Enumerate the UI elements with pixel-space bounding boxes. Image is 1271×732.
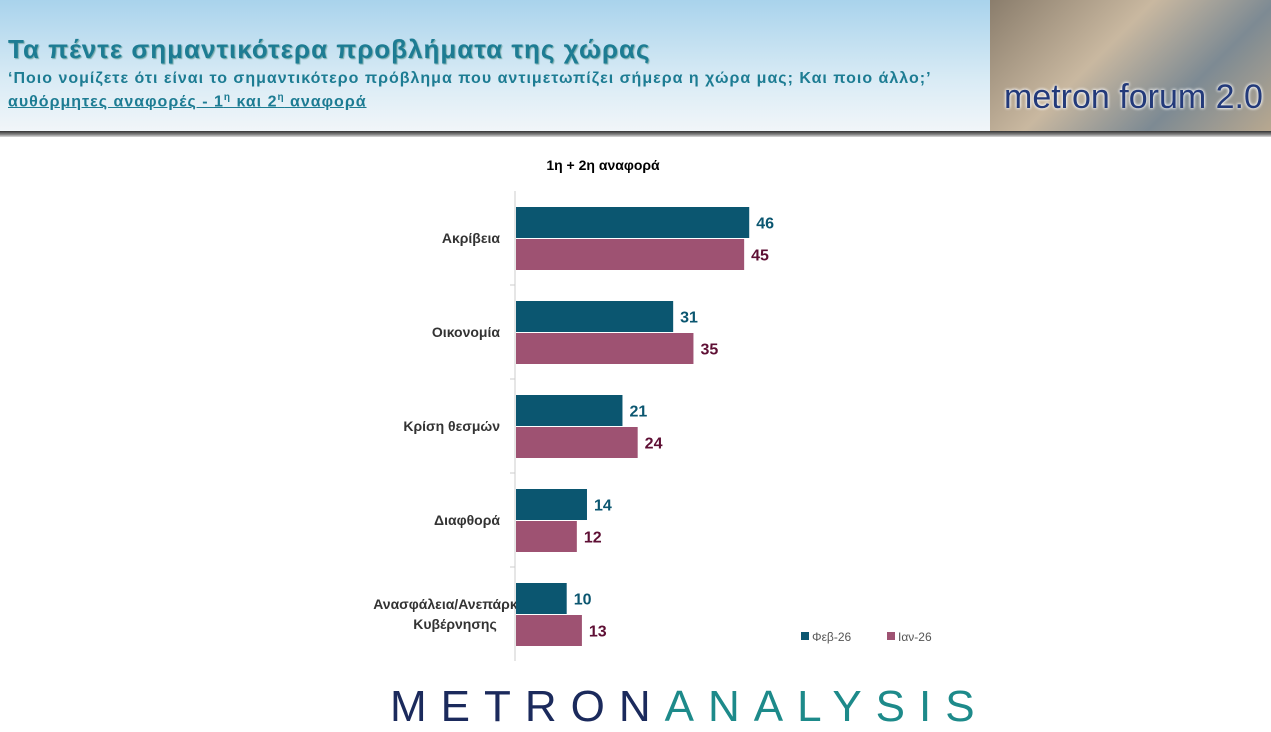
legend-swatch xyxy=(801,632,809,640)
note-1: 1 xyxy=(213,93,224,111)
note-end: αναφορά xyxy=(284,93,367,111)
data-label: 46 xyxy=(756,216,774,233)
question-text: ‘Ποιο νομίζετε ότι είναι το σημαντικότερ… xyxy=(8,70,932,87)
logo-text: metron forum 2.0 xyxy=(1004,78,1263,116)
data-label: 31 xyxy=(680,310,698,327)
category-label: Διαφθορά xyxy=(434,512,500,528)
category-label: Ακρίβεια xyxy=(442,230,501,246)
metron-analysis-logo: METRONANALYSIS xyxy=(390,682,989,732)
chart-title: 1η + 2η αναφορά xyxy=(546,157,660,173)
category-label: Κρίση θεσμών xyxy=(403,418,500,434)
response-note: αυθόρμητες αναφορές - 1η και 2η αναφορά xyxy=(8,92,367,111)
legend-label: Ιαν-26 xyxy=(898,630,932,644)
data-label: 13 xyxy=(589,624,607,641)
bar xyxy=(516,207,750,238)
header-divider xyxy=(0,131,1271,137)
bar xyxy=(516,427,638,458)
bar xyxy=(516,583,567,614)
data-label: 21 xyxy=(629,404,647,421)
data-label: 35 xyxy=(700,342,718,359)
logo-part-a: METRON xyxy=(390,682,665,731)
bar xyxy=(516,239,745,270)
page-title: Τα πέντε σημαντικότερα προβλήματα της χώ… xyxy=(8,34,651,64)
data-label: 12 xyxy=(584,530,602,547)
data-label: 24 xyxy=(645,436,663,453)
category-label: Οικονομία xyxy=(432,324,500,340)
note-prefix: αυθόρμητες αναφορές - xyxy=(8,93,214,111)
note-mid: και 2 xyxy=(231,93,278,111)
bar xyxy=(516,521,577,552)
data-label: 45 xyxy=(751,248,769,265)
note-sup2: η xyxy=(277,92,285,103)
bar xyxy=(516,301,674,332)
bar xyxy=(516,333,694,364)
bar xyxy=(516,615,582,646)
logo-part-b: ANALYSIS xyxy=(664,682,989,731)
bar xyxy=(516,395,623,426)
metron-forum-logo: metron forum 2.0 xyxy=(990,0,1271,131)
legend-label: Φεβ-26 xyxy=(812,630,851,644)
bar xyxy=(516,489,587,520)
legend-swatch xyxy=(887,632,895,640)
data-label: 10 xyxy=(574,592,592,609)
note-sup1: η xyxy=(223,92,231,103)
category-label: Ανασφάλεια/Ανεπάρκεια Κυβέρνησης xyxy=(373,596,537,632)
data-label: 14 xyxy=(594,498,612,515)
